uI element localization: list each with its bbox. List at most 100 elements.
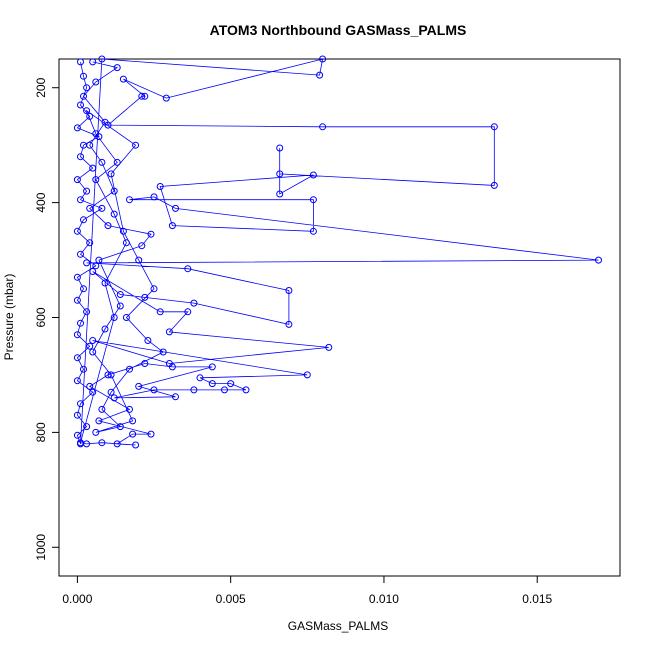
data-point [89,164,97,172]
data-point [86,141,94,149]
data-point [89,388,97,396]
data-point [132,141,140,149]
data-point [196,374,204,382]
data-point [104,222,112,230]
data-point [132,441,140,449]
data-point [116,423,124,431]
data-point [119,75,127,83]
data-point [77,196,84,204]
data-point [135,382,143,390]
data-point [89,337,97,344]
data-point [86,342,94,350]
data-point [92,78,100,86]
data-point [98,405,106,413]
data-point [135,256,143,264]
data-point [221,386,228,394]
data-point [77,58,84,66]
data-point [83,259,91,267]
data-point [147,230,155,238]
data-point [73,227,81,235]
plot-frame [58,58,621,577]
data-point [89,58,97,66]
data-point [276,144,284,152]
data-point [141,360,149,367]
y-axis: 200 400 600 800 1000 [34,77,60,561]
data-point [165,328,173,336]
data-point [98,55,106,63]
data-point [141,293,149,301]
data-point [73,296,81,304]
data-point [126,365,133,373]
data-point [86,382,94,390]
data-point [95,417,103,425]
data-point [316,71,324,79]
data-point [73,354,81,362]
data-point [141,92,149,100]
data-point [110,187,118,195]
data-point [303,371,311,379]
data-point [77,319,84,327]
data-point [138,242,146,250]
data-point [92,176,100,184]
data-point [129,417,137,425]
x-axis: 0.000 0.005 0.010 0.015 [62,575,553,606]
data-point [86,112,94,120]
data-point [89,268,97,275]
data-point [77,439,84,447]
x-tick-label: 0.005 [216,592,246,606]
data-point [156,183,164,190]
data-point [73,331,81,339]
data-point [73,377,81,385]
data-point [190,299,198,307]
data-point [80,72,87,80]
data-point [242,386,250,394]
data-point [119,227,127,235]
data-point [113,158,121,166]
data-point [110,314,118,321]
data-point [168,222,176,230]
data-layer [73,55,602,449]
data-point [325,343,333,351]
y-tick-label: 600 [34,307,48,327]
data-point [98,439,106,447]
data-point [309,227,317,235]
data-point [168,363,176,371]
data-point [162,94,170,102]
data-point [319,123,327,131]
data-point [77,153,84,161]
data-point [113,64,121,72]
data-point [156,308,164,316]
data-point [73,431,81,439]
data-point [172,393,179,401]
chart-title: ATOM3 Northbound GASMass_PALMS [210,22,467,38]
data-point [107,371,115,379]
data-point [190,386,198,394]
data-point [83,107,91,115]
data-point [129,430,137,438]
data-point [86,204,94,212]
data-point [116,302,124,310]
data-point [77,250,84,258]
data-point [184,308,192,316]
data-point [138,92,146,100]
data-point [73,176,81,184]
data-point [285,287,293,294]
data-point [490,123,498,131]
data-point [92,262,100,270]
y-tick-label: 200 [34,77,48,97]
data-point [208,380,216,388]
y-tick-label: 1000 [34,534,48,561]
data-point [80,92,87,100]
data-point [80,285,87,293]
y-tick-label: 800 [34,422,48,442]
data-point [116,291,124,298]
data-point [83,423,91,431]
data-point [104,371,112,379]
data-point [490,181,498,189]
data-point [107,388,115,396]
data-point [122,239,130,247]
data-point [107,170,115,178]
data-point [83,187,91,195]
data-point [150,285,158,293]
data-point [89,348,97,356]
